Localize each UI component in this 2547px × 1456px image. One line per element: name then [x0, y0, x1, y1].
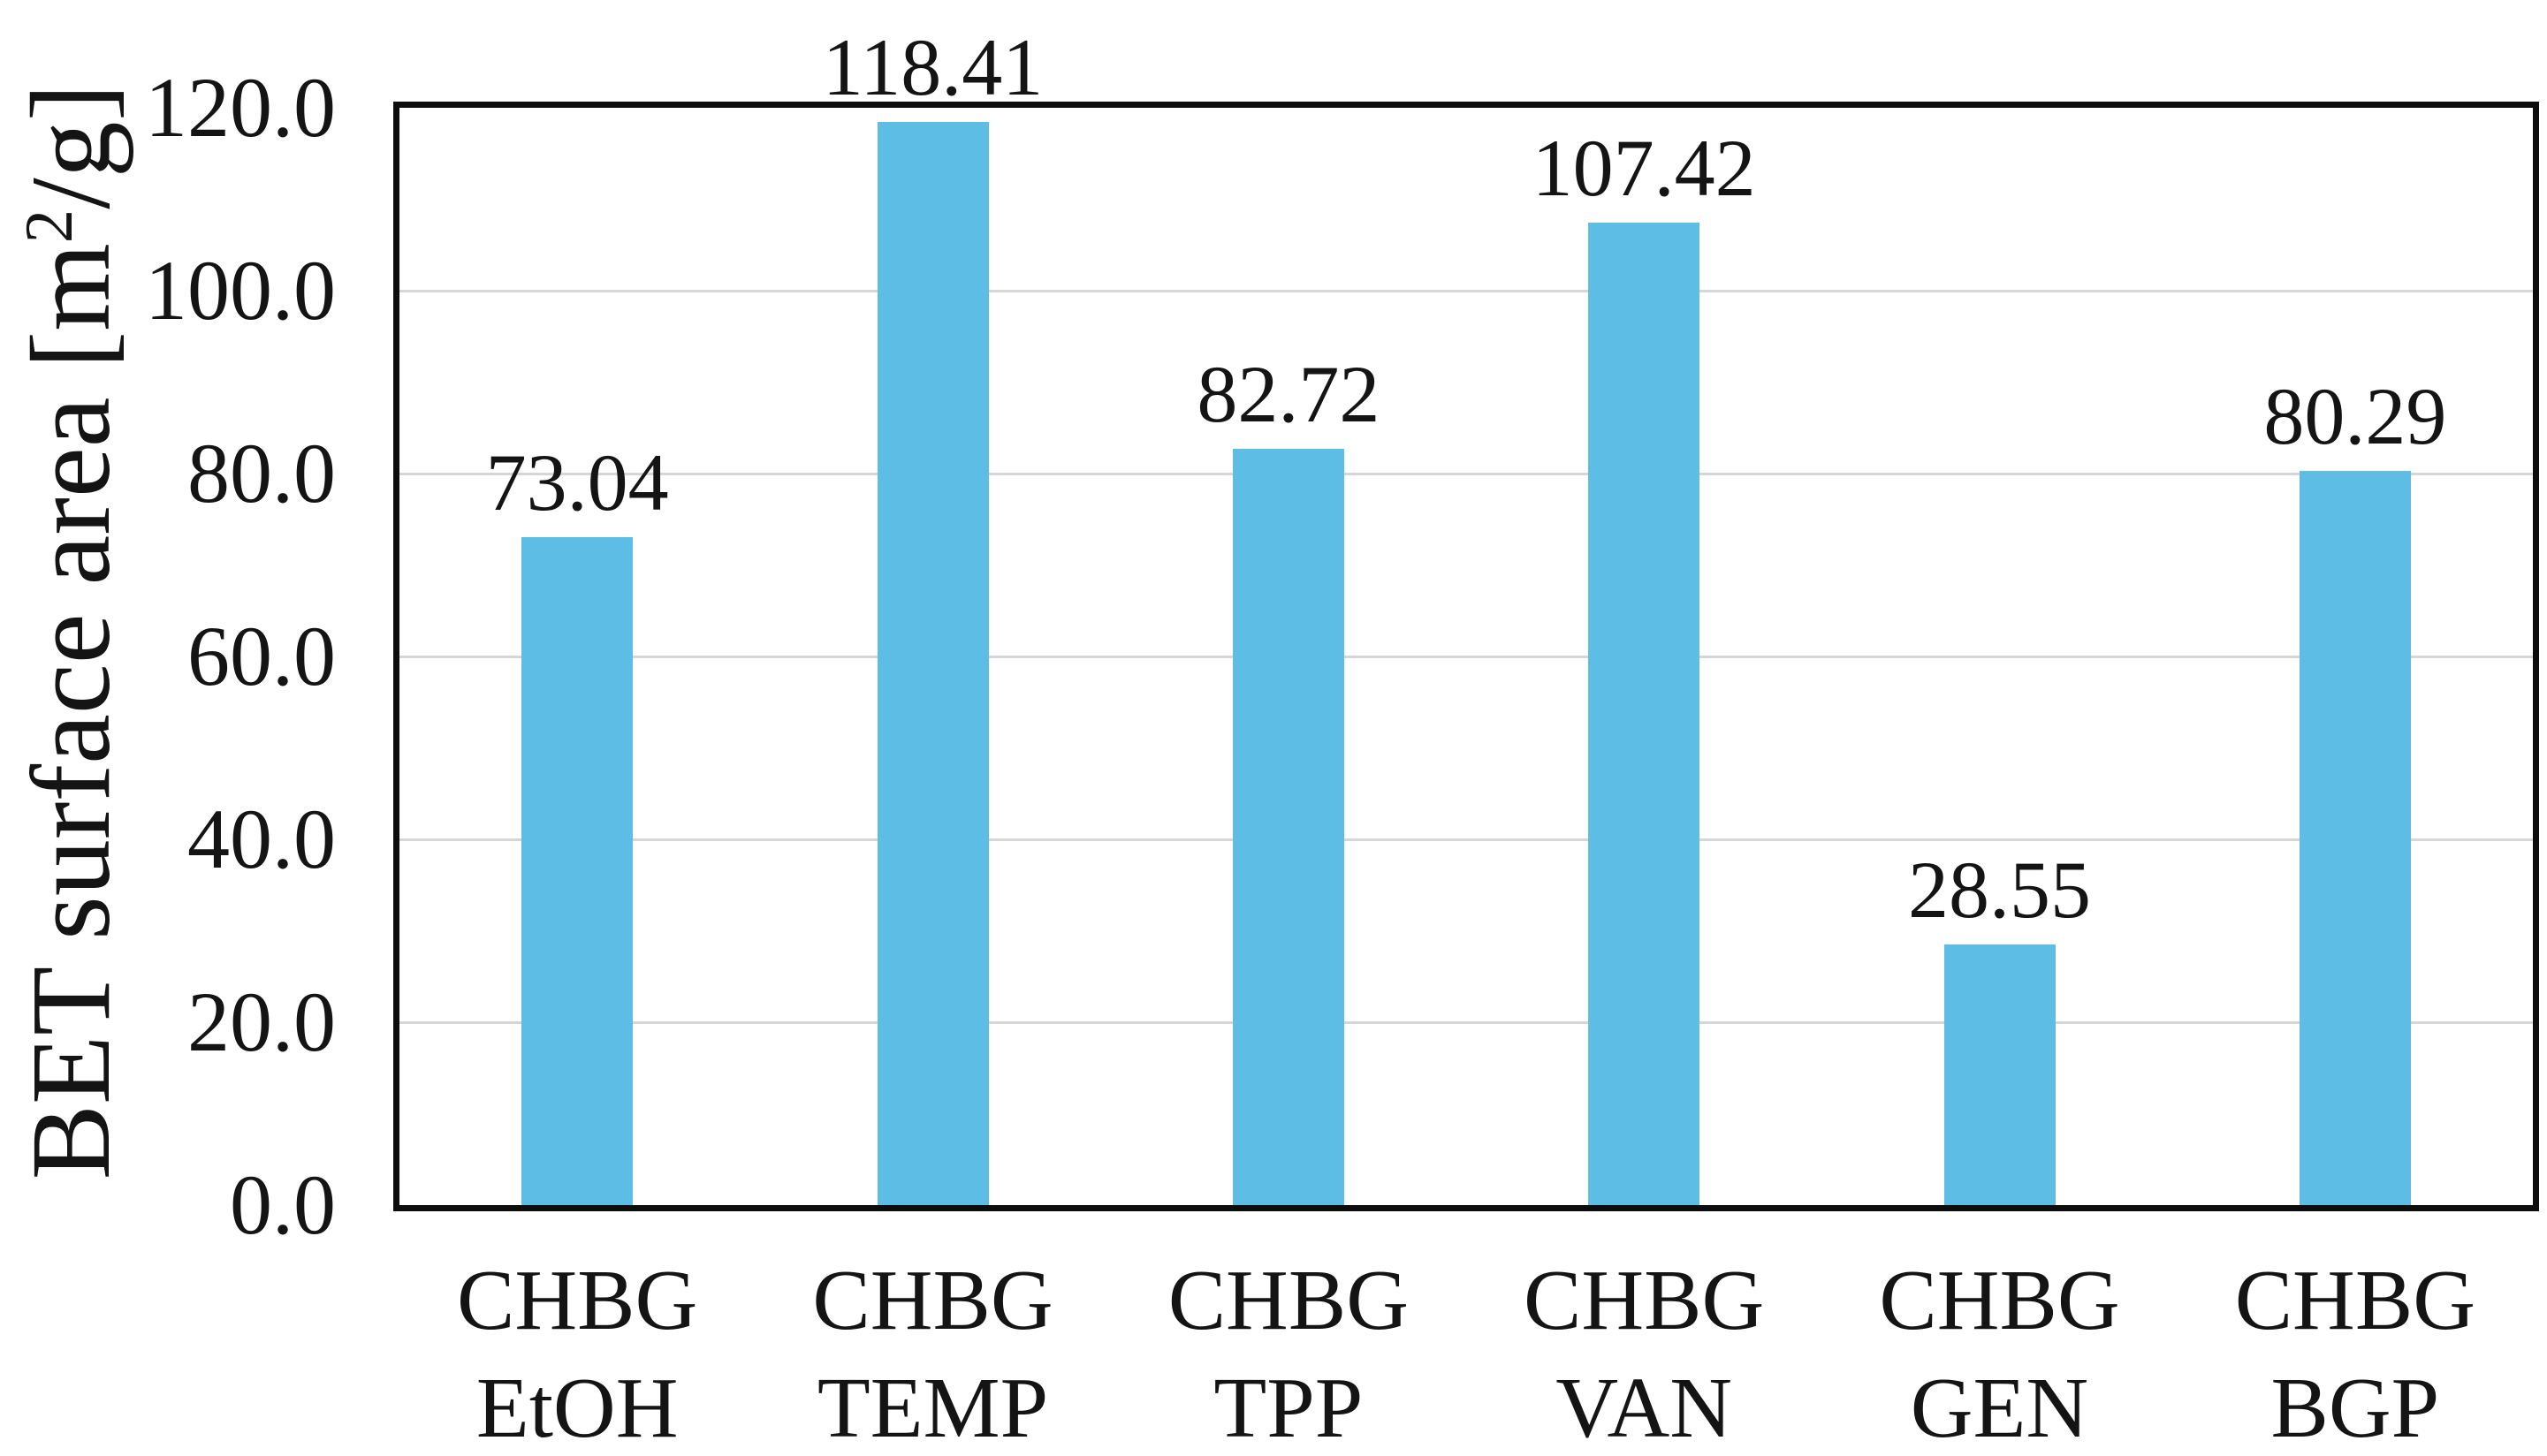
- value-label-chbg-gen: 28.55: [1908, 844, 2091, 935]
- y-tick-label-60.0: 60.0: [187, 609, 336, 703]
- bar-chbg-etoh: [521, 537, 634, 1205]
- y-tick-label-40.0: 40.0: [187, 792, 336, 886]
- bar-chbg-temp: [877, 122, 989, 1205]
- gridline-80: [399, 472, 2533, 475]
- bar-chbg-gen: [1943, 944, 2056, 1205]
- y-tick-label-80.0: 80.0: [187, 426, 336, 520]
- x-label-chbg-gen: CHBG GEN: [1879, 1253, 2120, 1456]
- value-label-chbg-etoh: 73.04: [485, 437, 669, 528]
- x-label-chbg-etoh: CHBG EtOH: [457, 1253, 698, 1456]
- x-label-chbg-tpp: CHBG TPP: [1167, 1253, 1409, 1456]
- value-label-chbg-bgp: 80.29: [2263, 371, 2447, 461]
- plot-area: [393, 102, 2539, 1211]
- bar-chbg-van: [1588, 223, 1700, 1205]
- value-label-chbg-van: 107.42: [1532, 123, 1756, 214]
- gridline-100: [399, 289, 2533, 292]
- bar-chbg-tpp: [1232, 448, 1344, 1205]
- y-tick-label-20.0: 20.0: [187, 974, 336, 1069]
- value-label-chbg-temp: 118.41: [822, 22, 1044, 113]
- y-tick-label-0.0: 0.0: [230, 1157, 336, 1252]
- x-label-chbg-bgp: CHBG BGP: [2234, 1253, 2475, 1456]
- y-tick-label-120.0: 120.0: [145, 60, 336, 155]
- gridline-60: [399, 655, 2533, 658]
- bar-chbg-bgp: [2299, 471, 2411, 1205]
- x-label-chbg-van: CHBG VAN: [1524, 1253, 1765, 1456]
- y-tick-label-100.0: 100.0: [145, 243, 336, 337]
- superscript-2: 2: [11, 209, 87, 244]
- gridline-20: [399, 1020, 2533, 1024]
- value-label-chbg-tpp: 82.72: [1197, 348, 1380, 439]
- gridline-40: [399, 838, 2533, 841]
- x-label-chbg-temp: CHBG TEMP: [812, 1253, 1053, 1456]
